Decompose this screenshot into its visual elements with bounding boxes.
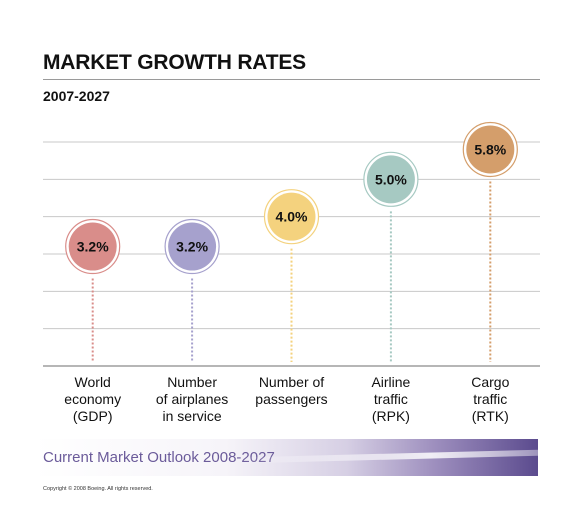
category-label-line: traffic (373, 391, 408, 407)
lollipop-point (366, 155, 415, 204)
data-label: 3.2% (176, 239, 208, 255)
category-label-line: of airplanes (155, 391, 229, 407)
footer-title: Current Market Outlook 2008-2027 (43, 449, 275, 466)
lollipop-point (68, 222, 117, 271)
category-label-line: economy (64, 391, 122, 407)
category-label: Airline traffic (RPK) (336, 374, 446, 425)
chart-subtitle: 2007-2027 (43, 88, 110, 104)
copyright-notice: Copyright © 2008 Boeing. All rights rese… (43, 486, 153, 492)
data-label: 4.0% (276, 209, 308, 225)
footer-banner: Current Market Outlook 2008-2027 (34, 439, 538, 476)
category-label-line: (GDP) (72, 408, 113, 424)
lollipop-point (466, 125, 515, 174)
category-label: Cargo traffic (RTK) (435, 374, 545, 425)
category-label: World economy (GDP) (38, 374, 148, 425)
category-label: Number of passengers (237, 374, 347, 408)
category-label-line: Number of (258, 374, 325, 390)
lollipop-point (168, 222, 217, 271)
lollipop-point (267, 192, 316, 241)
category-label-line: Number (167, 374, 217, 390)
title-rule (43, 79, 540, 80)
category-label-line: passengers (255, 391, 328, 407)
chart-title: MARKET GROWTH RATES (43, 51, 306, 74)
data-label: 3.2% (77, 239, 109, 255)
category-label: Number of airplanes in service (137, 374, 247, 425)
data-label: 5.0% (375, 171, 407, 187)
category-label-line: Airline (371, 374, 411, 390)
category-label-line: (RTK) (471, 408, 509, 424)
category-label-line: Cargo (471, 374, 510, 390)
category-label-line: in service (162, 408, 222, 424)
category-label-line: traffic (473, 391, 508, 407)
category-label-line: (RPK) (371, 408, 410, 424)
data-label: 5.8% (474, 141, 506, 157)
category-label-line: World (74, 374, 111, 390)
